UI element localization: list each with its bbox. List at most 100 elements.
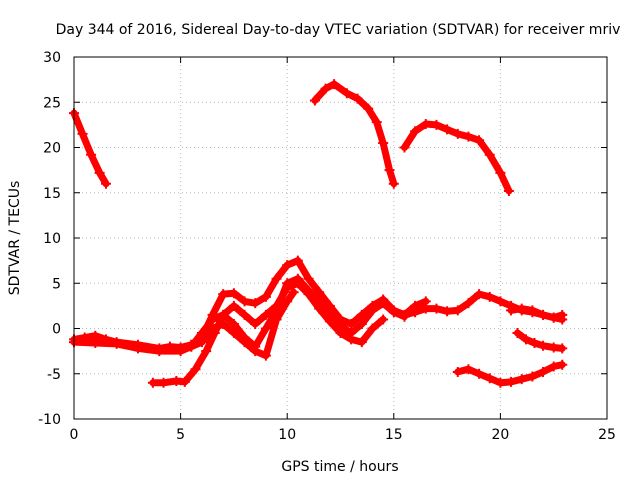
data-point [288, 287, 299, 298]
data-point [260, 323, 271, 334]
x-axis-title: GPS time / hours [281, 459, 398, 475]
y-tick-label: -10 [38, 412, 61, 428]
series-layer [69, 79, 568, 388]
data-point [463, 131, 474, 142]
data-point [314, 303, 325, 314]
data-point [190, 364, 201, 375]
data-point [527, 371, 538, 382]
data-point [218, 309, 229, 320]
series-arc-2 [309, 79, 399, 189]
data-point [324, 316, 335, 327]
data-point [282, 282, 293, 293]
data-point [346, 318, 357, 329]
x-tick-label: 25 [598, 427, 616, 443]
data-point [175, 346, 186, 357]
x-tick-label: 5 [176, 427, 185, 443]
data-point [207, 314, 218, 325]
data-point [420, 303, 431, 314]
data-point [363, 103, 374, 114]
y-tick-label: 20 [43, 141, 61, 157]
data-point [228, 318, 239, 329]
data-point [171, 375, 182, 386]
data-point [228, 288, 239, 299]
data-point [352, 93, 363, 104]
data-point [356, 337, 367, 348]
series-arc-7 [186, 287, 299, 361]
data-point [506, 376, 517, 387]
data-point [250, 298, 261, 309]
data-point [228, 328, 239, 339]
data-point [399, 309, 410, 320]
data-point [431, 303, 442, 314]
data-point [367, 305, 378, 316]
data-point [309, 95, 320, 106]
data-point [320, 83, 331, 94]
x-tick-label: 20 [491, 427, 509, 443]
y-tick-label: 25 [43, 95, 61, 111]
data-point [431, 119, 442, 130]
data-point [271, 300, 282, 311]
data-point [186, 341, 197, 352]
data-point [452, 128, 463, 139]
data-point [399, 142, 410, 153]
data-point [341, 88, 352, 99]
y-tick-label: 0 [52, 322, 61, 338]
data-point [529, 337, 540, 348]
data-point [538, 340, 549, 351]
data-point [463, 298, 474, 309]
data-point [452, 366, 463, 377]
data-point [388, 307, 399, 318]
data-point [292, 278, 303, 289]
data-point [503, 185, 514, 196]
series-arc-9 [506, 303, 568, 323]
data-point [260, 309, 271, 320]
data-point [538, 366, 549, 377]
data-point [484, 291, 495, 302]
data-point [201, 346, 212, 357]
data-point [512, 328, 523, 339]
data-point [147, 377, 158, 388]
data-point [538, 309, 549, 320]
data-point [228, 300, 239, 311]
series-line [311, 80, 398, 188]
data-point [303, 273, 314, 284]
data-point [506, 305, 517, 316]
axes: 0 5 10 15 20 25 -10 -5 0 5 10 15 20 25 30 [38, 50, 616, 443]
data-point [484, 373, 495, 384]
data-point [239, 296, 250, 307]
plot-frame [73, 56, 608, 420]
x-tick-label: 15 [385, 427, 403, 443]
data-point [474, 135, 485, 146]
data-point [557, 359, 568, 370]
data-point [250, 346, 261, 357]
data-point [77, 128, 88, 139]
data-point [100, 178, 111, 189]
data-point [346, 334, 357, 345]
data-point [356, 318, 367, 329]
data-point [557, 343, 568, 354]
data-point [378, 314, 389, 325]
data-point [250, 318, 261, 329]
data-point [474, 289, 485, 300]
data-point [303, 289, 314, 300]
data-point [314, 287, 325, 298]
data-point [378, 137, 389, 148]
y-tick-label: 15 [43, 186, 61, 202]
data-point [384, 165, 395, 176]
data-point [282, 296, 293, 307]
data-point [442, 124, 453, 135]
data-point [207, 323, 218, 334]
data-point [378, 298, 389, 309]
data-point [260, 291, 271, 302]
series-arc-10 [512, 328, 568, 354]
y-tick-label: 30 [43, 50, 61, 66]
data-point [367, 323, 378, 334]
series-arc-6 [147, 278, 389, 388]
data-point [495, 167, 506, 178]
y-tick-label: -5 [47, 367, 61, 383]
data-point [442, 306, 453, 317]
data-point [239, 337, 250, 348]
data-point [132, 343, 143, 354]
series-arc-11 [452, 359, 568, 388]
